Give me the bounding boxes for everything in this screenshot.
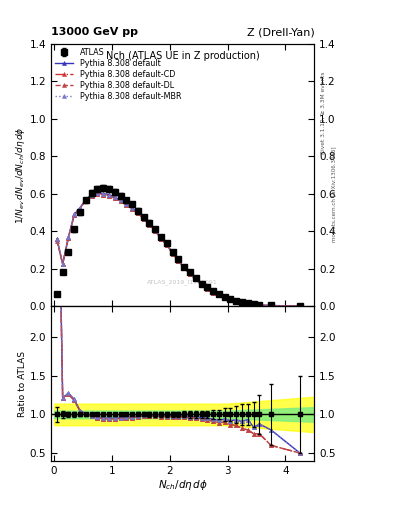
Text: ATLAS_2019_I1735091: ATLAS_2019_I1735091	[147, 280, 218, 285]
Text: Rivet 3.1.10, ≥ 3.3M events: Rivet 3.1.10, ≥ 3.3M events	[320, 71, 325, 154]
Legend: ATLAS, Pythia 8.308 default, Pythia 8.308 default-CD, Pythia 8.308 default-DL, P: ATLAS, Pythia 8.308 default, Pythia 8.30…	[54, 46, 183, 102]
Text: Nch (ATLAS UE in Z production): Nch (ATLAS UE in Z production)	[106, 51, 260, 61]
X-axis label: $N_{ch}/d\eta\,d\phi$: $N_{ch}/d\eta\,d\phi$	[158, 478, 208, 493]
Text: 13000 GeV pp: 13000 GeV pp	[51, 27, 138, 37]
Y-axis label: Ratio to ATLAS: Ratio to ATLAS	[18, 351, 27, 417]
Y-axis label: $1/N_{ev}\,dN_{ev}/dN_{ch}/d\eta\,d\phi$: $1/N_{ev}\,dN_{ev}/dN_{ch}/d\eta\,d\phi$	[14, 126, 27, 224]
Text: Z (Drell-Yan): Z (Drell-Yan)	[247, 27, 314, 37]
Text: mcplots.cern.ch [arXiv:1306.3436]: mcplots.cern.ch [arXiv:1306.3436]	[332, 147, 337, 242]
